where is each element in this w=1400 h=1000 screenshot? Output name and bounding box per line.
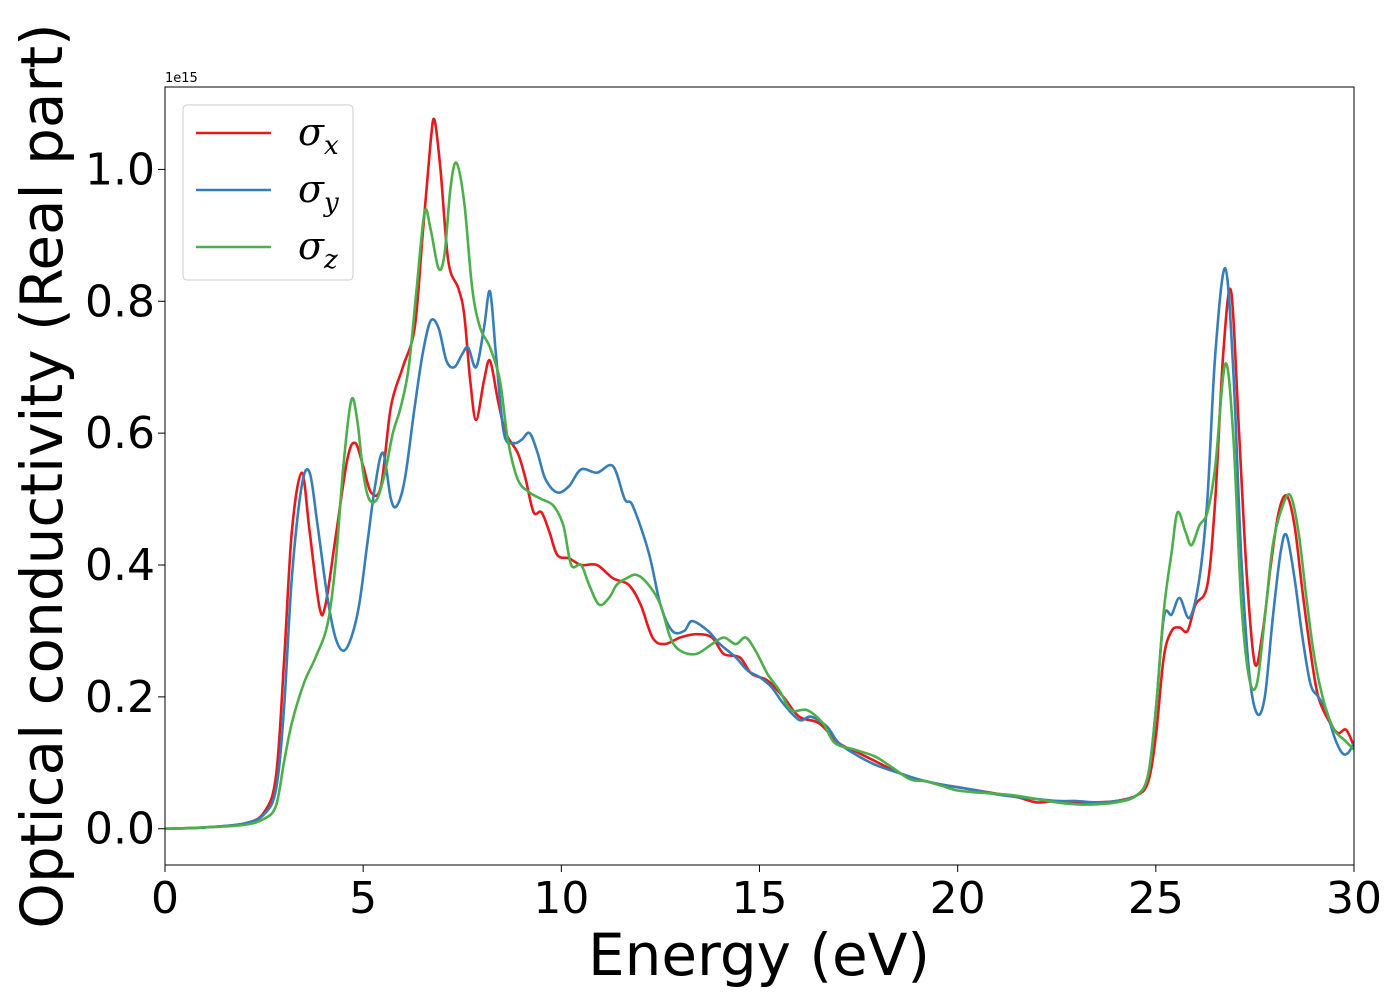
y-axis-label: Optical conductivity (Real part) bbox=[8, 23, 76, 928]
y-tick-label: 0.0 bbox=[85, 804, 155, 855]
x-tick-label: 20 bbox=[930, 873, 986, 924]
series-line-z bbox=[165, 161, 1354, 830]
x-axis-label: Energy (eV) bbox=[588, 921, 930, 989]
series-layer bbox=[165, 117, 1354, 830]
x-tick-label: 5 bbox=[349, 873, 377, 924]
y-tick-label: 0.6 bbox=[85, 408, 155, 459]
x-axis-ticks: 0 5 10 15 20 25 30 bbox=[151, 865, 1382, 924]
y-axis-ticks: 0.0 0.2 0.4 0.6 0.8 1.0 bbox=[85, 144, 165, 855]
legend: σx σy σz bbox=[182, 104, 354, 281]
y-tick-label: 0.2 bbox=[85, 672, 155, 723]
y-tick-label: 0.4 bbox=[85, 540, 155, 591]
legend-label-y: σy bbox=[298, 167, 339, 218]
x-tick-label: 10 bbox=[533, 873, 589, 924]
y-axis-offset-text: 1e15 bbox=[165, 71, 198, 86]
legend-label-x: σx bbox=[298, 110, 339, 161]
y-tick-label: 0.8 bbox=[85, 276, 155, 327]
y-tick-label: 1.0 bbox=[85, 144, 155, 195]
x-tick-label: 25 bbox=[1128, 873, 1184, 924]
legend-box bbox=[182, 104, 354, 281]
series-line-y bbox=[165, 266, 1354, 830]
x-tick-label: 0 bbox=[151, 873, 179, 924]
x-tick-label: 30 bbox=[1326, 873, 1382, 924]
legend-label-z: σz bbox=[298, 224, 338, 275]
x-tick-label: 15 bbox=[732, 873, 788, 924]
